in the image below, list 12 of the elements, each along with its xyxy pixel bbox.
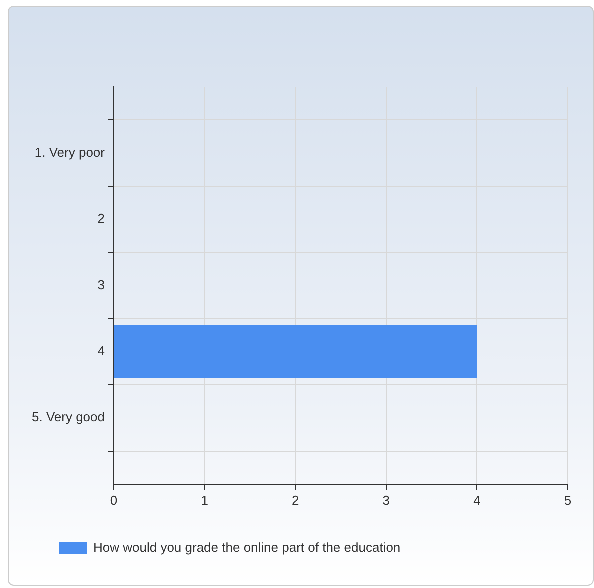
x-tick-label: 1 <box>201 492 208 508</box>
x-tick-label: 4 <box>474 492 481 508</box>
y-tick-label: 4 <box>98 344 105 359</box>
legend-label: How would you grade the online part of the education <box>94 540 401 556</box>
y-tick-label: 3 <box>98 277 105 292</box>
y-tick-label: 5. Very good <box>32 410 105 425</box>
x-tick-label: 2 <box>292 492 300 508</box>
y-tick-label: 1. Very poor <box>34 144 106 160</box>
x-tick-label: 0 <box>110 492 118 508</box>
x-tick-label: 5 <box>564 492 572 508</box>
x-tick-label: 3 <box>382 492 390 508</box>
y-tick-label: 2 <box>98 211 105 226</box>
